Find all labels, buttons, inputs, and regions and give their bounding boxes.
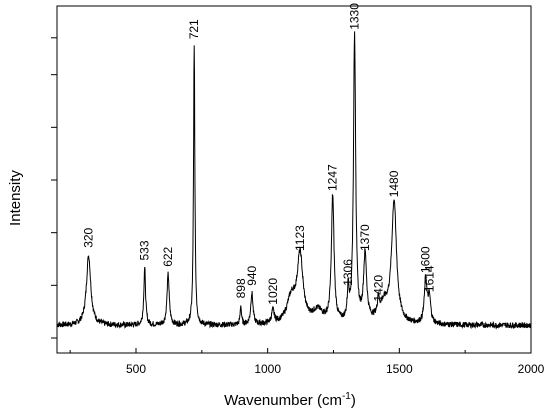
y-axis-title: Intensity: [7, 170, 24, 226]
peak-label: 940: [245, 265, 259, 285]
plot-frame: [56, 5, 532, 354]
x-axis-title-close: ): [351, 392, 356, 409]
peak-label: 1370: [358, 224, 372, 251]
peak-label: 320: [82, 227, 96, 247]
x-tick-label: 1500: [386, 362, 413, 376]
x-axis-title-main: Wavenumber (cm: [224, 392, 342, 409]
peak-label: 1480: [387, 170, 401, 197]
peak-label: 622: [161, 246, 175, 266]
peak-label: 533: [138, 240, 152, 260]
x-axis-ticks: 500 1000 1500 2000: [69, 348, 545, 376]
peak-label: 1306: [341, 259, 355, 286]
x-tick-label: 2000: [518, 362, 545, 376]
spectrum-line: [56, 31, 532, 330]
x-axis-title: Wavenumber (cm-1): [224, 391, 356, 409]
y-axis-ticks: [51, 37, 57, 339]
peak-label: 1330: [348, 3, 362, 30]
peak-label: 1420: [371, 275, 385, 302]
peak-label: 1123: [293, 225, 307, 251]
peak-label: 1247: [326, 164, 340, 191]
x-tick-label: 1000: [254, 362, 281, 376]
peak-label: 898: [234, 278, 248, 298]
peak-label: 1600: [419, 246, 433, 273]
peak-label: 721: [187, 19, 201, 39]
x-axis-title-superscript: -1: [342, 391, 351, 402]
x-tick-label: 500: [126, 362, 146, 376]
peak-label: 1020: [266, 278, 280, 305]
peak-label: 1614: [422, 265, 436, 292]
